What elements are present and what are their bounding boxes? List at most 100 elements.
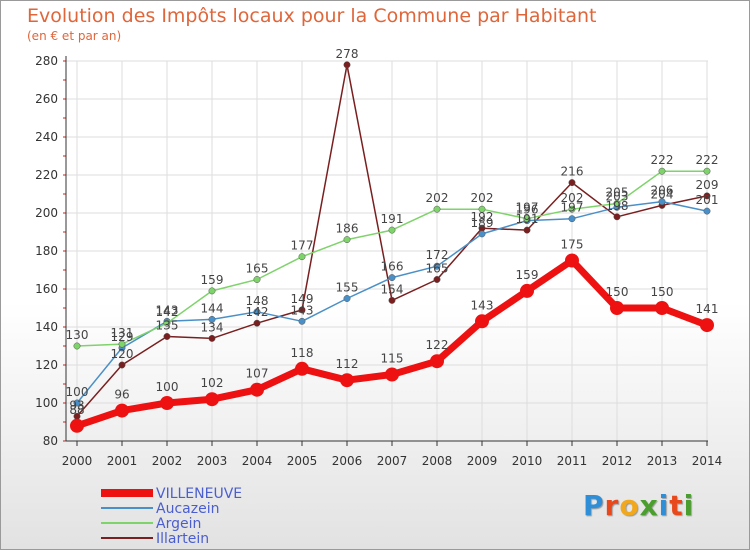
data-point — [433, 276, 441, 283]
data-label: 143 — [156, 303, 179, 317]
data-label: 100 — [156, 380, 179, 394]
data-point — [613, 213, 621, 221]
logo-letter: i — [683, 489, 695, 522]
data-label: 150 — [651, 285, 674, 299]
chart-subtitle: (en € et par an) — [27, 29, 122, 43]
data-point — [700, 318, 714, 333]
data-label: 204 — [651, 187, 674, 201]
data-label: 143 — [471, 298, 494, 312]
data-label: 100 — [66, 385, 89, 399]
y-tick-label: 160 — [35, 282, 58, 296]
legend-label: Illartein — [156, 531, 209, 547]
data-point — [703, 192, 711, 200]
x-tick-label: 2011 — [557, 454, 588, 468]
data-label: 159 — [201, 273, 224, 287]
data-point — [478, 230, 486, 238]
data-label: 107 — [246, 367, 269, 381]
data-point — [205, 392, 219, 407]
data-label: 148 — [246, 294, 269, 308]
data-point — [250, 382, 264, 397]
y-tick-label: 140 — [35, 320, 58, 334]
data-label: 175 — [561, 238, 584, 252]
y-tick-label: 220 — [35, 168, 58, 182]
legend-label: Argein — [156, 516, 201, 532]
data-label: 96 — [114, 388, 129, 402]
data-label: 172 — [426, 248, 449, 262]
data-label: 191 — [381, 212, 404, 226]
data-label: 165 — [246, 262, 269, 276]
grid — [66, 60, 708, 442]
logo-letter: o — [619, 489, 640, 522]
logo-letter: P — [583, 489, 605, 522]
data-point — [523, 215, 531, 223]
data-label: 143 — [291, 303, 314, 317]
data-point — [568, 179, 576, 187]
data-label: 166 — [381, 260, 404, 274]
data-label: 88 — [69, 403, 84, 417]
data-label: 102 — [201, 376, 224, 390]
data-label: 150 — [606, 285, 629, 299]
x-tick-label: 2010 — [512, 454, 543, 468]
data-label: 189 — [471, 216, 494, 230]
data-label: 192 — [471, 210, 494, 224]
legend-label: VILLENEUVE — [156, 486, 242, 502]
chart-title: Evolution des Impôts locaux pour la Comm… — [27, 5, 597, 27]
data-point — [118, 340, 126, 348]
data-label: 186 — [336, 222, 359, 236]
data-label: 120 — [111, 347, 134, 361]
data-point — [343, 295, 351, 302]
data-point — [610, 301, 624, 315]
data-point — [253, 319, 261, 327]
data-label: 165 — [426, 262, 449, 276]
proxiti-logo: Proxiti — [583, 489, 694, 522]
data-point — [343, 236, 351, 244]
data-point — [73, 342, 81, 350]
y-tick-label: 120 — [35, 358, 58, 372]
y-tick-label: 260 — [35, 92, 58, 106]
data-label: 130 — [66, 328, 89, 342]
y-tick-label: 180 — [35, 244, 58, 258]
data-label: 205 — [606, 186, 629, 200]
data-label: 216 — [561, 165, 584, 179]
data-point — [568, 205, 576, 213]
data-point — [703, 207, 711, 215]
data-label: 222 — [696, 153, 719, 167]
data-label: 159 — [516, 268, 539, 282]
data-point — [118, 361, 126, 369]
data-point — [658, 198, 666, 206]
logo-letter: i — [658, 489, 670, 522]
data-label: 131 — [111, 326, 134, 340]
data-label: 197 — [561, 201, 584, 215]
x-tick-label: 2002 — [152, 454, 183, 468]
data-point — [520, 283, 534, 298]
x-tick-label: 2012 — [602, 454, 633, 468]
x-tick-label: 2000 — [62, 454, 93, 468]
data-point — [388, 296, 396, 304]
data-label: 202 — [561, 191, 584, 205]
data-point — [163, 333, 171, 340]
data-point — [703, 167, 711, 175]
logo-letter: x — [639, 489, 659, 522]
data-label: 201 — [696, 193, 719, 207]
data-point — [388, 226, 396, 234]
data-point — [253, 276, 261, 283]
x-tick-label: 2014 — [692, 454, 723, 468]
data-point — [70, 418, 84, 433]
data-point — [658, 167, 666, 175]
x-tick-label: 2003 — [197, 454, 228, 468]
data-label: 155 — [336, 281, 359, 295]
series-lines — [70, 61, 714, 433]
data-label: 93 — [69, 398, 84, 412]
data-label: 122 — [426, 338, 449, 352]
data-label: 141 — [696, 302, 719, 316]
axes: 80 100 120 140 160 180 200 220 240 260 280 2000 2001… — [35, 54, 722, 468]
x-tick-label: 2006 — [332, 454, 363, 468]
y-tick-label: 240 — [35, 130, 58, 144]
data-label: 115 — [381, 352, 404, 366]
x-tick-label: 2013 — [647, 454, 678, 468]
data-point — [655, 301, 669, 315]
